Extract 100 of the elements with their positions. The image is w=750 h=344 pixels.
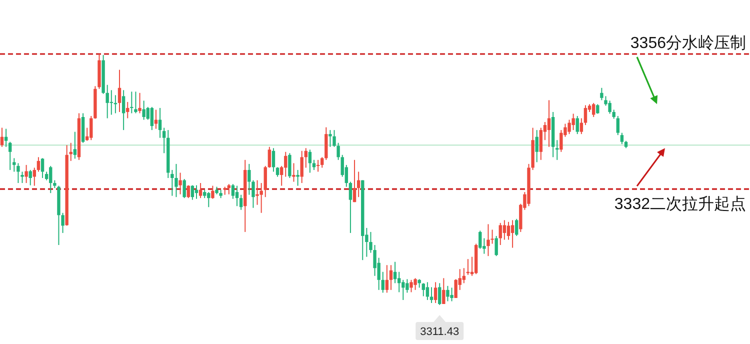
candlestick xyxy=(389,264,393,290)
candlestick xyxy=(385,264,389,294)
candlestick xyxy=(410,279,413,293)
candlestick xyxy=(422,282,426,297)
candlestick xyxy=(312,159,316,170)
candlestick xyxy=(369,231,372,254)
candlestick xyxy=(182,178,186,199)
candlestick xyxy=(28,169,32,186)
candlestick xyxy=(268,146,272,168)
candlestick xyxy=(584,104,588,126)
candlestick xyxy=(272,148,276,172)
candlestick xyxy=(478,230,482,250)
candlestick xyxy=(592,102,596,118)
candlestick xyxy=(450,287,454,302)
candlestick xyxy=(239,194,243,210)
candlestick xyxy=(547,100,551,148)
candlestick xyxy=(486,224,490,257)
candlestick xyxy=(414,278,417,290)
candlestick xyxy=(490,229,494,244)
candlestick xyxy=(49,165,52,194)
candlestick xyxy=(211,185,214,200)
candlestick xyxy=(434,282,438,304)
candlestick xyxy=(393,261,397,284)
candlestick xyxy=(8,141,12,170)
candlestick xyxy=(328,130,332,148)
candlestick xyxy=(308,149,312,174)
candlestick xyxy=(502,220,506,240)
candlestick xyxy=(4,128,8,148)
candlestick xyxy=(616,115,620,136)
candlestick xyxy=(178,172,182,195)
candlestick xyxy=(256,180,259,206)
candlestick xyxy=(556,140,559,160)
candlestick xyxy=(426,282,430,300)
candlestick xyxy=(494,235,498,257)
legend-label: 3332二次拉升起点 xyxy=(614,195,746,214)
candlestick xyxy=(620,132,624,145)
candlestick xyxy=(158,107,162,138)
candlestick xyxy=(190,184,194,200)
candlestick xyxy=(576,115,579,135)
candlestick xyxy=(0,127,4,148)
candlestick xyxy=(402,279,405,300)
candlestick xyxy=(90,115,93,141)
candlestick xyxy=(130,91,134,114)
candlestick xyxy=(510,220,514,248)
candlestick xyxy=(138,92,142,114)
candlestick xyxy=(304,148,308,168)
candlestick xyxy=(36,156,40,172)
candlestick xyxy=(264,165,267,198)
candlestick xyxy=(32,167,36,186)
candlestick xyxy=(162,127,166,154)
candlestick xyxy=(498,222,502,246)
candlestick xyxy=(118,69,122,112)
candlestick xyxy=(296,169,300,186)
candlestick xyxy=(454,278,458,298)
candlestick xyxy=(608,100,612,114)
candlestick xyxy=(596,104,600,114)
candlestick xyxy=(580,118,584,135)
candlestick xyxy=(397,271,401,293)
candlestick xyxy=(316,159,320,172)
candlestick xyxy=(154,109,158,130)
candlestick xyxy=(300,150,304,184)
candlestick xyxy=(348,181,352,234)
candlestick xyxy=(292,162,296,182)
candlestick xyxy=(446,285,450,302)
candlestick xyxy=(106,84,109,119)
candlestick xyxy=(276,166,280,178)
candlestick xyxy=(442,278,446,304)
ref-line-label: 3356分水岭压制 xyxy=(630,34,746,52)
candlestick xyxy=(186,184,190,199)
candlestick xyxy=(126,101,130,119)
candlestick xyxy=(438,282,442,306)
candlestick xyxy=(539,127,543,160)
candlestick xyxy=(174,163,178,198)
candlestick xyxy=(20,171,24,184)
candlestick xyxy=(430,286,434,304)
candlestick xyxy=(406,278,409,294)
candlestick xyxy=(260,182,263,214)
candlestick xyxy=(198,182,202,199)
candlestick xyxy=(142,100,146,120)
candlestick xyxy=(572,113,575,131)
candlestick xyxy=(110,90,114,116)
candlestick xyxy=(373,244,376,276)
candlestick xyxy=(24,164,28,184)
candlestick xyxy=(40,158,44,178)
candlestick xyxy=(288,152,292,178)
annotation: 3311.43 xyxy=(420,326,460,338)
candlestick xyxy=(134,91,138,114)
candlestick xyxy=(506,221,510,240)
candlestick xyxy=(207,192,210,208)
candlestick xyxy=(73,131,77,160)
candlestick xyxy=(320,156,324,168)
candlestick xyxy=(352,159,356,203)
candlestick xyxy=(284,151,288,178)
candlestick xyxy=(231,184,235,200)
candlestick xyxy=(568,119,571,135)
candlestick xyxy=(535,130,538,163)
candlestick xyxy=(356,171,360,198)
candlestick xyxy=(16,162,20,184)
candlestick xyxy=(122,90,126,131)
candlestick xyxy=(150,106,154,131)
